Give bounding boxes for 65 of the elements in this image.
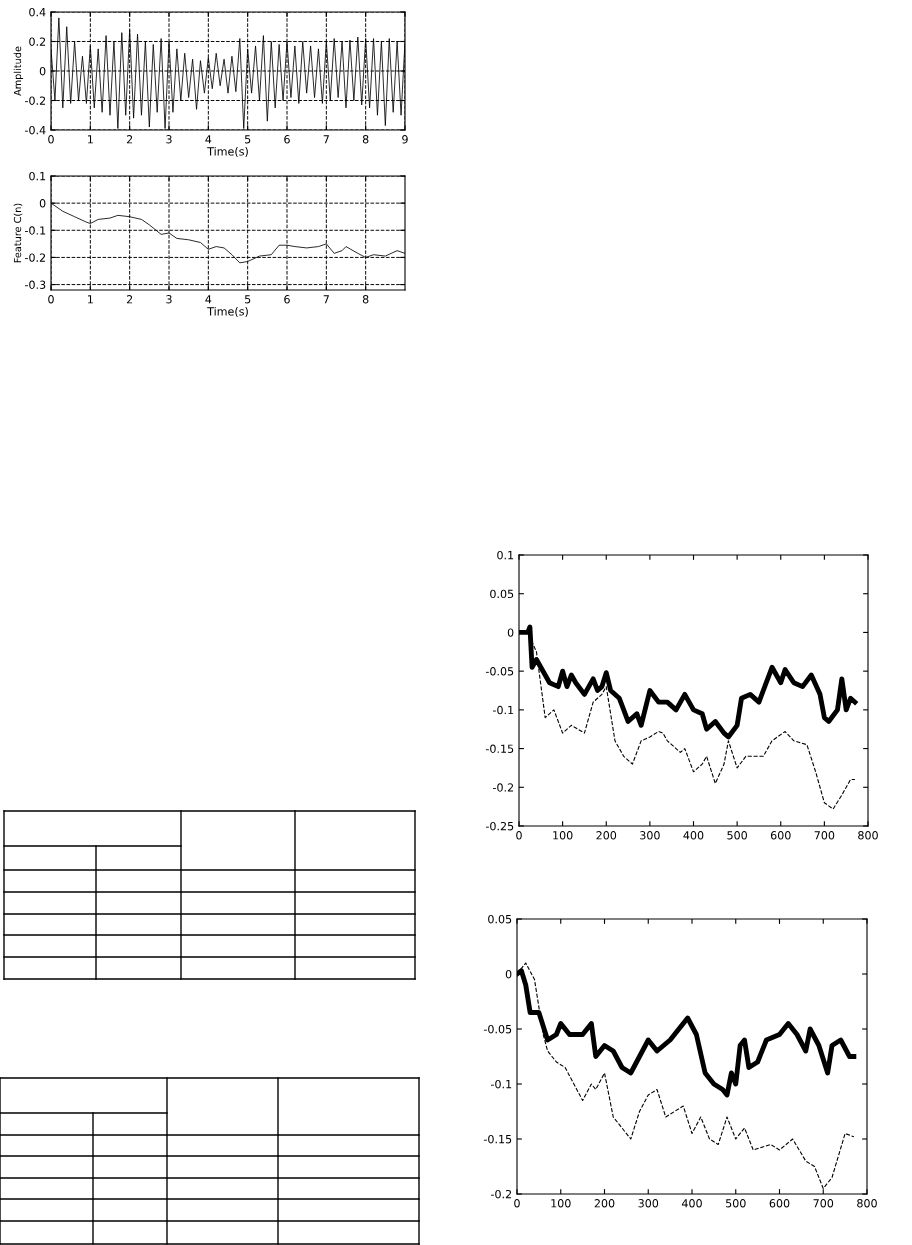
x-tick-label: 1: [88, 295, 93, 304]
x-tick-label: 6: [284, 295, 290, 304]
y-tick-label: -0.1: [25, 226, 46, 235]
x-tick-label: 800: [857, 1199, 877, 1208]
x-tick-label: 500: [726, 1199, 746, 1208]
x-tick-label: 0: [514, 1199, 520, 1208]
x-tick-label: 700: [813, 1199, 834, 1208]
x-tick-label: 7: [323, 295, 329, 304]
x-axis-title: Time(s): [207, 147, 248, 157]
x-tick-label: 400: [683, 831, 704, 840]
x-tick-label: 0: [48, 135, 54, 144]
y-tick-label: 0: [39, 199, 46, 208]
y-tick-label: -0.05: [485, 667, 514, 676]
x-tick-label: 300: [640, 831, 660, 840]
x-tick-label: 0: [516, 831, 522, 840]
x-axis-title: Time(s): [207, 307, 248, 317]
x-tick-label: 800: [858, 831, 878, 840]
x-tick-label: 5: [244, 295, 251, 304]
y-tick-label: -0.4: [25, 125, 46, 135]
x-tick-label: 0: [48, 295, 54, 304]
y-tick-label: 0: [507, 628, 514, 637]
x-tick-label: 600: [770, 831, 791, 840]
x-tick-label: 200: [594, 1199, 615, 1208]
x-tick-label: 500: [727, 831, 747, 840]
x-tick-label: 8: [362, 295, 369, 304]
y-tick-label: -0.15: [485, 744, 514, 753]
x-tick-label: 8: [362, 135, 369, 144]
y-tick-label: 0: [505, 969, 512, 979]
y-tick-label: -0.2: [491, 1189, 512, 1199]
x-tick-label: 4: [205, 135, 212, 144]
x-tick-label: 6: [284, 135, 290, 144]
y-tick-label: -0.1: [493, 705, 514, 715]
x-tick-label: 5: [244, 135, 251, 144]
y-tick-label: 0.2: [29, 37, 46, 46]
x-tick-label: 100: [553, 831, 573, 840]
x-tick-label: 3: [166, 135, 172, 144]
x-tick-label: 200: [596, 831, 617, 840]
y-tick-label: -0.1: [491, 1079, 512, 1089]
y-tick-label: 0.1: [29, 171, 46, 181]
x-tick-label: 3: [166, 295, 172, 304]
x-tick-label: 700: [814, 831, 835, 840]
x-tick-label: 2: [126, 295, 133, 304]
y-tick-label: -0.25: [485, 821, 514, 831]
y-tick-label: 0.05: [488, 914, 512, 924]
y-tick-label: 0.1: [497, 550, 514, 560]
y-tick-label: -0.2: [25, 96, 46, 105]
y-axis-title: Feature C(n): [13, 203, 23, 263]
x-tick-label: 2: [126, 135, 133, 144]
y-tick-label: 0: [39, 66, 46, 76]
y-tick-label: 0.05: [490, 589, 514, 599]
y-tick-label: -0.3: [25, 280, 46, 289]
y-axis-title: Amplitude: [13, 46, 24, 96]
x-tick-label: 300: [638, 1199, 659, 1208]
x-tick-label: 1: [88, 135, 93, 144]
y-tick-label: -0.2: [25, 253, 46, 262]
y-tick-label: -0.2: [493, 783, 514, 792]
y-tick-label: 0.4: [29, 7, 46, 17]
y-tick-label: -0.05: [483, 1024, 512, 1034]
x-tick-label: 9: [402, 135, 408, 144]
x-tick-label: 400: [681, 1199, 702, 1208]
x-tick-label: 600: [769, 1199, 790, 1208]
y-tick-label: -0.15: [483, 1134, 512, 1144]
x-tick-label: 7: [323, 135, 329, 144]
x-tick-label: 100: [551, 1199, 571, 1208]
x-tick-label: 4: [205, 295, 212, 304]
